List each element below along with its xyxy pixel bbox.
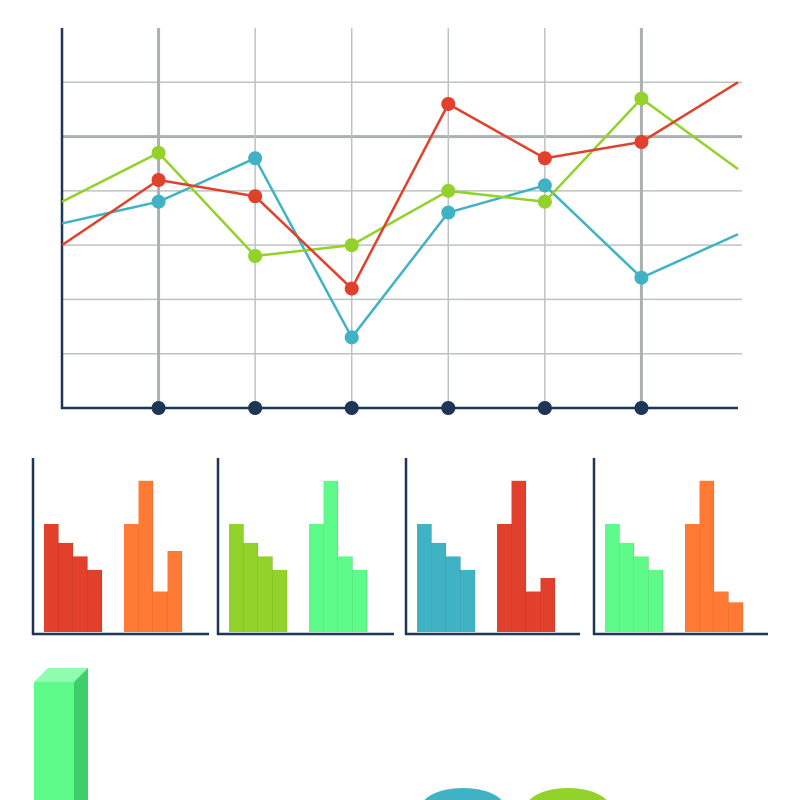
- mini-bar-chart-4: [592, 458, 768, 636]
- bar: [714, 591, 729, 632]
- bar: [619, 542, 634, 632]
- bar: [634, 556, 649, 632]
- mini-bar-chart-1: [31, 458, 209, 636]
- data-point: [248, 151, 263, 166]
- data-point: [634, 91, 649, 106]
- bar: [511, 480, 526, 632]
- bar: [699, 480, 714, 632]
- data-point: [537, 194, 552, 209]
- bar: [309, 524, 324, 632]
- data-point: [248, 189, 263, 204]
- mini-bar-chart-3: [404, 458, 580, 636]
- bar: [648, 569, 663, 632]
- mini-bar-charts: [31, 458, 768, 636]
- bar: [58, 542, 73, 632]
- bar: [323, 480, 338, 632]
- data-point: [441, 97, 456, 111]
- data-point: [634, 135, 649, 149]
- bar: [431, 542, 446, 632]
- bar: [352, 569, 367, 632]
- data-point: [344, 281, 359, 296]
- data-point: [441, 205, 456, 220]
- pillar-side: [74, 668, 88, 800]
- bar: [497, 524, 512, 632]
- data-point: [151, 194, 166, 209]
- bar: [685, 524, 700, 632]
- data-point: [344, 238, 359, 253]
- data-point: [441, 183, 456, 198]
- bar: [540, 578, 555, 632]
- bar: [138, 480, 153, 632]
- x-tick-dot: [441, 401, 456, 415]
- data-point: [537, 151, 552, 166]
- bar: [87, 569, 102, 632]
- bar: [258, 556, 273, 632]
- data-point: [344, 330, 359, 345]
- x-tick-dot: [634, 401, 649, 415]
- bar: [605, 524, 620, 632]
- x-tick-dot: [248, 401, 263, 415]
- series-line-blue: [61, 157, 739, 339]
- green-arc: [529, 788, 607, 800]
- bar: [73, 556, 88, 632]
- bar: [243, 542, 258, 632]
- bar: [153, 591, 168, 632]
- x-tick-dot: [537, 401, 552, 415]
- bar: [446, 556, 461, 632]
- bar: [272, 569, 287, 632]
- series-line-red: [61, 81, 739, 290]
- bar: [728, 602, 743, 632]
- data-point: [151, 145, 166, 160]
- bar: [167, 551, 182, 632]
- bar: [338, 556, 353, 632]
- blue-arc: [424, 788, 502, 800]
- decorative-3d-elements: [34, 668, 607, 800]
- bar: [526, 591, 541, 632]
- x-tick-dot: [344, 401, 359, 415]
- bar: [460, 569, 475, 632]
- pillar-top: [34, 668, 88, 682]
- bar: [44, 524, 59, 632]
- data-point: [537, 178, 552, 193]
- data-point: [634, 270, 649, 285]
- mini-bar-chart-2: [216, 458, 394, 636]
- data-point: [248, 249, 263, 263]
- pillar-front: [34, 682, 74, 800]
- bar: [229, 524, 244, 632]
- bar: [124, 524, 139, 632]
- bar: [417, 524, 432, 632]
- x-tick-dot: [151, 401, 166, 415]
- line-chart: [60, 28, 742, 415]
- data-point: [151, 173, 166, 187]
- series-line-green: [61, 97, 739, 258]
